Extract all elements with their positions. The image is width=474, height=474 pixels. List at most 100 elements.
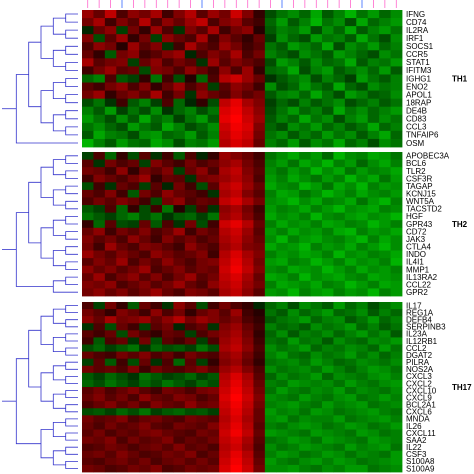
heatmap-cell xyxy=(390,182,403,191)
dendrogram-branch xyxy=(52,17,66,35)
heatmap-cell xyxy=(150,159,163,168)
heatmap-cell xyxy=(196,106,209,116)
heatmap-cell xyxy=(242,182,254,191)
heatmap-cell xyxy=(310,82,323,91)
heatmap-cell xyxy=(93,220,106,229)
heatmap-cell xyxy=(104,227,117,236)
heatmap-cell xyxy=(93,344,106,352)
heatmap-cell xyxy=(150,265,163,274)
heatmap-cell xyxy=(184,429,197,437)
heatmap-cell xyxy=(162,302,174,310)
heatmap-cell xyxy=(287,358,300,367)
heatmap-cell xyxy=(344,174,357,183)
heatmap-cell xyxy=(322,189,334,198)
heatmap-cell xyxy=(242,66,254,75)
heatmap-cell xyxy=(127,273,140,282)
heatmap-cell xyxy=(264,26,277,35)
heatmap-cell xyxy=(276,436,289,445)
heatmap-cell xyxy=(219,42,231,51)
heatmap-cell xyxy=(310,18,323,27)
heatmap-cell xyxy=(116,401,129,409)
heatmap-cell xyxy=(310,273,323,282)
heatmap-cell xyxy=(150,182,163,191)
heatmap-cell xyxy=(356,372,369,381)
heatmap-cell xyxy=(276,66,289,75)
heatmap-cell xyxy=(253,50,266,59)
heatmap-cell xyxy=(82,250,94,259)
heatmap-cell xyxy=(287,212,300,221)
heatmap-cell xyxy=(242,26,254,35)
heatmap-cell xyxy=(127,450,140,459)
heatmap-cell xyxy=(219,415,231,423)
heatmap-cell xyxy=(93,10,106,19)
heatmap-cell xyxy=(253,189,266,198)
heatmap-cell xyxy=(93,167,106,176)
heatmap-cell xyxy=(299,379,311,388)
heatmap-cell xyxy=(264,351,277,360)
heatmap-cell xyxy=(196,250,209,259)
heatmap-cell xyxy=(196,18,209,27)
heatmap-cell xyxy=(379,174,391,183)
heatmap-cell xyxy=(253,42,266,51)
heatmap-cell xyxy=(264,50,277,59)
heatmap-cell xyxy=(264,174,277,183)
heatmap-cell xyxy=(93,323,106,331)
gene-label: IL22 xyxy=(406,443,422,452)
heatmap-cell xyxy=(93,415,106,423)
heatmap-cell xyxy=(127,408,140,416)
heatmap-cell xyxy=(127,351,140,360)
dendrogram-branch xyxy=(65,333,78,342)
heatmap-cell xyxy=(82,436,94,445)
heatmap-cell xyxy=(333,167,346,176)
heatmap-cell xyxy=(127,174,140,183)
heatmap-cell xyxy=(367,18,380,27)
heatmap-cell xyxy=(139,457,151,466)
heatmap-cell xyxy=(242,82,254,91)
heatmap-cell xyxy=(104,114,117,124)
heatmap-cell xyxy=(379,130,391,140)
dendrogram-branch xyxy=(28,181,41,244)
heatmap-cell xyxy=(139,167,151,176)
heatmap-cell xyxy=(184,316,197,324)
heatmap-cell xyxy=(322,82,334,91)
heatmap-cell xyxy=(184,167,197,176)
heatmap-cell xyxy=(104,288,117,297)
heatmap-cell xyxy=(207,387,220,395)
heatmap-cell xyxy=(322,288,334,297)
heatmap-cell xyxy=(333,106,346,116)
heatmap-cell xyxy=(139,159,151,168)
heatmap-cell xyxy=(367,422,380,430)
heatmap-cell xyxy=(150,387,163,395)
heatmap-cell xyxy=(196,167,209,176)
heatmap-cell xyxy=(116,457,129,466)
heatmap-cell xyxy=(356,90,369,100)
dendrogram-branch xyxy=(52,49,66,67)
heatmap-cell xyxy=(344,66,357,75)
heatmap-cell xyxy=(93,387,106,395)
heatmap-cell xyxy=(104,337,117,345)
heatmap-cell xyxy=(367,323,380,331)
heatmap-cell xyxy=(264,138,277,148)
heatmap-cell xyxy=(82,10,94,19)
heatmap-cell xyxy=(322,337,334,345)
heatmap-cell xyxy=(162,351,174,360)
heatmap-cell xyxy=(219,66,231,75)
heatmap-cell xyxy=(173,408,186,416)
heatmap-cell xyxy=(242,330,254,338)
heatmap-cell xyxy=(184,351,197,360)
heatmap-cell xyxy=(196,98,209,108)
heatmap-cell xyxy=(104,235,117,244)
heatmap-cell xyxy=(264,212,277,221)
gene-label: APOL1 xyxy=(406,90,432,99)
heatmap-cell xyxy=(162,174,174,183)
heatmap-cell xyxy=(162,265,174,274)
heatmap-cell xyxy=(356,50,369,59)
heatmap-cell xyxy=(219,372,231,381)
heatmap-cell xyxy=(162,220,174,229)
heatmap-cell xyxy=(139,58,151,67)
heatmap-cell xyxy=(344,34,357,43)
heatmap-cell xyxy=(287,258,300,267)
heatmap-cell xyxy=(173,174,186,183)
heatmap-cell xyxy=(264,242,277,251)
heatmap-cell xyxy=(242,114,254,124)
